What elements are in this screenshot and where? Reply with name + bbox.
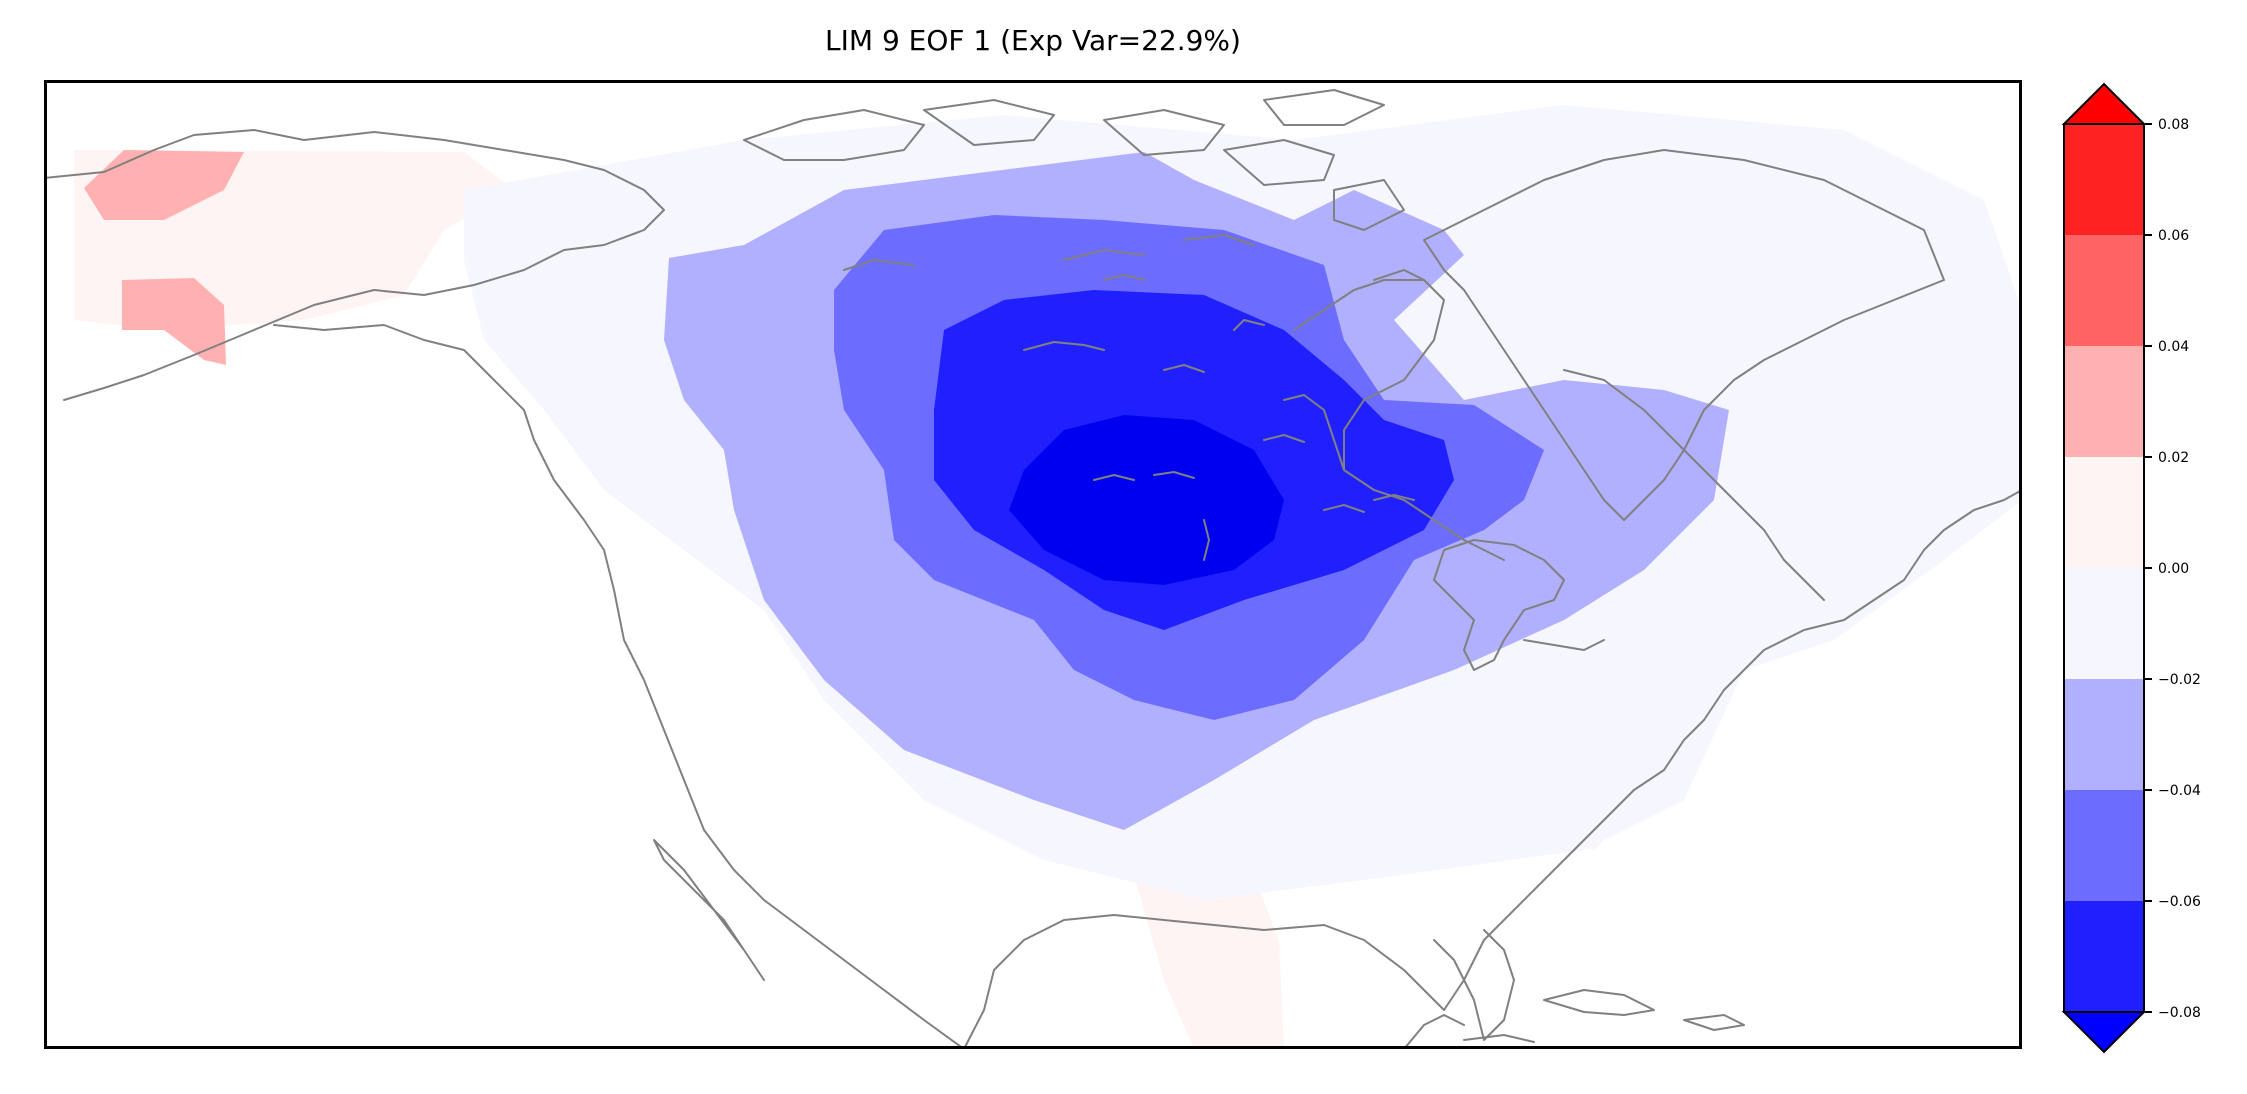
colorbar-tick-label-0: 0.08 <box>2158 117 2189 133</box>
colorbar-tick-label-6: −0.04 <box>2158 783 2201 799</box>
colorbar-band-0 <box>2064 124 2144 235</box>
colorbar-tick-label-5: −0.02 <box>2158 672 2201 688</box>
coastline-arctic-islands <box>743 89 1405 231</box>
coastline-pacific <box>44 129 965 1049</box>
colorbar: 0.08 0.06 0.04 0.02 0.00 −0.02 −0.04 −0.06 −0.08 <box>2061 82 2201 1054</box>
coastlines <box>44 89 2022 1049</box>
contour-positive-alaska-south <box>122 278 226 365</box>
contour-positive-alaska-west <box>84 150 244 220</box>
colorbar-extend-min <box>2061 1011 2147 1054</box>
colorbar-tick-label-1: 0.06 <box>2158 228 2189 244</box>
colorbar-band-2 <box>2064 346 2144 457</box>
colorbar-band-6 <box>2064 790 2144 901</box>
colorbar-tick-label-2: 0.04 <box>2158 339 2189 355</box>
colorbar-tick-label-7: −0.06 <box>2158 894 2201 910</box>
colorbar-band-1 <box>2064 235 2144 346</box>
map-frame <box>44 80 2022 1049</box>
coastline-central-america <box>1403 1014 1465 1049</box>
colorbar-band-4 <box>2064 568 2144 679</box>
colorbar-tick-label-4: 0.00 <box>2158 561 2189 577</box>
coastline-caribbean <box>1463 989 1745 1043</box>
colorbar-tick-label-3: 0.02 <box>2158 450 2189 466</box>
coastline-gulf <box>963 489 2022 1049</box>
colorbar-band-3 <box>2064 457 2144 568</box>
colorbar-extend-max <box>2061 82 2147 125</box>
map-title: LIM 9 EOF 1 (Exp Var=22.9%) <box>825 24 1241 57</box>
colorbar-band-7 <box>2064 901 2144 1012</box>
coastline-florida <box>1433 929 1515 1041</box>
colorbar-tick-label-8: −0.08 <box>2158 1005 2201 1021</box>
contour-negative-level-4 <box>1009 415 1284 585</box>
coastline-labrador <box>1563 369 1825 601</box>
map-panel <box>44 80 2022 1049</box>
coastline-greenland <box>1423 149 1945 521</box>
colorbar-bands <box>2061 82 2147 1054</box>
coastline-interior-lakes <box>843 234 1425 561</box>
colorbar-band-5 <box>2064 679 2144 790</box>
coastline-hudson-bay <box>1293 279 1505 561</box>
coastline-great-lakes <box>1433 539 1605 671</box>
coastline-baja <box>653 839 765 981</box>
colorbar-ticks: 0.08 0.06 0.04 0.02 0.00 −0.02 −0.04 −0.06 −0.08 <box>2144 117 2201 1021</box>
